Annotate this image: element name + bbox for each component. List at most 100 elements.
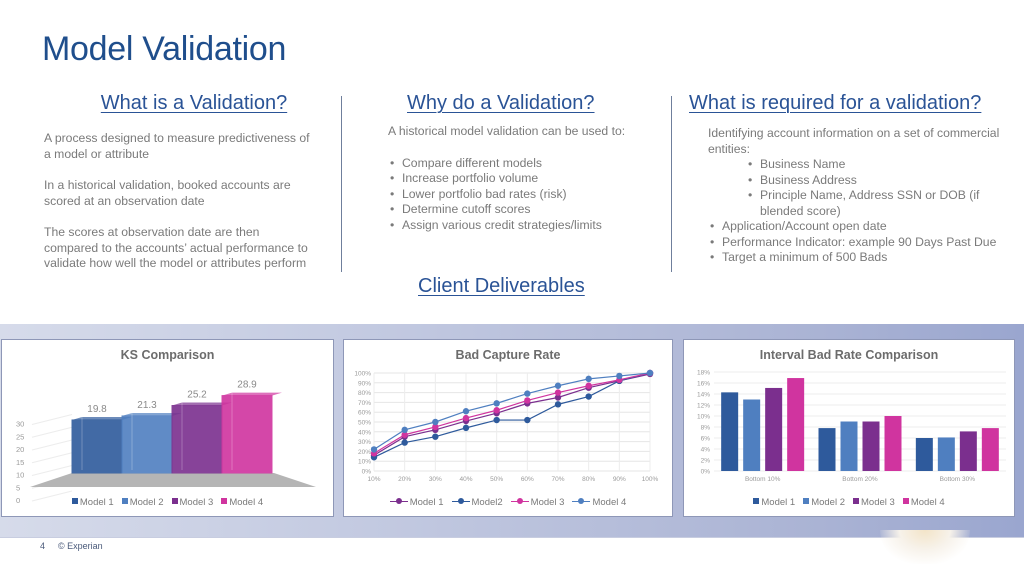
column-divider	[341, 96, 342, 272]
legend-line-marker-icon	[451, 498, 470, 504]
svg-text:70%: 70%	[358, 400, 371, 407]
svg-text:60%: 60%	[358, 410, 371, 417]
svg-text:60%: 60%	[521, 476, 534, 483]
requirements-section: What is required for a validation? Ident…	[689, 92, 1009, 266]
legend-item: Model 3	[510, 497, 564, 508]
bullet-item: Application/Account open date	[708, 219, 998, 235]
svg-text:40%: 40%	[358, 429, 371, 436]
svg-text:0%: 0%	[362, 469, 372, 476]
section-heading: Why do a Validation?	[407, 92, 595, 114]
bullet-item: Assign various credit strategies/limits	[388, 218, 658, 234]
svg-text:16%: 16%	[697, 381, 710, 388]
sub-bullet-list: Business Name Business Address Principle…	[746, 157, 986, 219]
svg-text:20%: 20%	[398, 476, 411, 483]
svg-text:90%: 90%	[358, 380, 371, 387]
legend-swatch-icon	[902, 498, 909, 504]
bullet-item: Business Address	[746, 173, 986, 189]
legend-item: Model 4	[221, 497, 263, 508]
paragraph: In a historical validation, booked accou…	[44, 178, 291, 208]
svg-text:28.9: 28.9	[237, 380, 257, 391]
ks-plot-area: 0 5 10 15 20 25 30 19.8 21.3 25.2 28.9	[16, 380, 316, 505]
legend-item: Model 2	[803, 497, 845, 508]
svg-text:10%: 10%	[358, 459, 371, 466]
bullet-item: Determine cutoff scores	[388, 202, 658, 218]
client-deliverables-heading: Client Deliverables	[418, 275, 585, 297]
legend-item: Model 4	[572, 497, 626, 508]
legend-item: Model 1	[71, 497, 114, 508]
legend-item: Model 1	[389, 497, 444, 508]
page-number: 4	[40, 541, 46, 551]
legend-swatch-icon	[853, 498, 859, 504]
svg-text:2%: 2%	[701, 458, 711, 465]
legend-line-marker-icon	[389, 498, 408, 504]
svg-text:12%: 12%	[697, 403, 710, 410]
bullet-list: Application/Account open date Performanc…	[708, 219, 998, 266]
svg-text:5: 5	[16, 483, 20, 492]
svg-text:25.2: 25.2	[187, 390, 207, 401]
svg-text:30: 30	[16, 420, 24, 429]
why-validation-section: Why do a Validation? A historical model …	[388, 92, 658, 233]
chart-legend: Model 1 Model2 Model 3 Model 4	[344, 497, 672, 508]
svg-text:21.3: 21.3	[137, 400, 157, 411]
svg-text:90%: 90%	[613, 476, 626, 483]
paragraph: The scores at observation date are then …	[44, 225, 308, 270]
chart-legend: Model 1 Model 2 Model 3 Model 4	[2, 497, 333, 508]
legend-line-marker-icon	[572, 498, 591, 504]
ibr-plot-area: 0% 2% 4% 6% 8% 10% 12% 14% 16% 18% Bottom 10% Botto…	[697, 370, 1006, 483]
svg-text:8%: 8%	[701, 425, 711, 432]
svg-text:4%: 4%	[701, 447, 711, 454]
what-is-validation-section: What is a Validation? A process designed…	[44, 92, 314, 272]
svg-text:15: 15	[16, 458, 24, 467]
svg-text:Bottom 20%: Bottom 20%	[842, 476, 878, 483]
bullet-item: Target a minimum of 500 Bads	[708, 250, 998, 266]
section-heading: What is required for a validation?	[689, 92, 982, 114]
svg-text:80%: 80%	[358, 390, 371, 397]
legend-item: Model 1	[753, 497, 795, 508]
column-divider	[671, 96, 672, 272]
legend-swatch-icon	[121, 498, 128, 504]
legend-item: Model 2	[121, 497, 164, 508]
svg-text:Bottom 10%: Bottom 10%	[745, 476, 781, 483]
bcr-plot-area: 0%10%20%30%40%50%60%70%80%90%100%10% 20% 3…	[354, 369, 659, 483]
svg-text:80%: 80%	[582, 476, 595, 483]
footer-divider	[0, 537, 1024, 538]
svg-text:20%: 20%	[358, 449, 371, 456]
svg-text:14%: 14%	[697, 392, 710, 399]
svg-text:19.8: 19.8	[87, 404, 107, 415]
legend-item: Model2	[451, 497, 503, 508]
svg-text:18%: 18%	[697, 370, 710, 377]
experian-logo-glow	[880, 530, 970, 564]
svg-text:10: 10	[16, 471, 24, 480]
chart-title: KS Comparison	[120, 348, 215, 362]
bullet-item: Principle Name, Address SSN or DOB (if b…	[746, 188, 986, 219]
svg-text:50%: 50%	[490, 476, 503, 483]
svg-text:50%: 50%	[358, 420, 371, 427]
legend-item: Model 3	[853, 497, 895, 508]
legend-item: Model 4	[902, 497, 945, 508]
svg-text:0%: 0%	[701, 469, 711, 476]
legend-swatch-icon	[71, 498, 78, 504]
bullet-item: Increase portfolio volume	[388, 171, 658, 187]
section-heading: What is a Validation?	[100, 92, 288, 114]
svg-text:30%: 30%	[429, 476, 442, 483]
svg-text:10%: 10%	[697, 414, 710, 421]
bullet-item: Performance Indicator: example 90 Days P…	[708, 235, 998, 251]
chart-title: Interval Bad Rate Comparison	[759, 348, 939, 362]
bullet-list: Compare different models Increase portfo…	[388, 156, 658, 234]
legend-swatch-icon	[753, 498, 760, 504]
bullet-item: Lower portfolio bad rates (risk)	[388, 187, 658, 203]
chart-legend: Model 1 Model 2 Model 3 Model 4	[684, 497, 1014, 508]
intro-text: Identifying account information on a set…	[708, 126, 1000, 156]
intro-text: A historical model validation can be use…	[388, 124, 626, 138]
svg-text:100%: 100%	[642, 476, 659, 483]
ks-comparison-chart: KS Comparison 0 5 10 15 20 25 30 19.8 21.3 25.2 28…	[1, 339, 334, 517]
bad-capture-rate-chart: Bad Capture Rate 0% 10% 20% 30% 40% 50% 60% 70%…	[343, 339, 673, 517]
svg-text:40%: 40%	[459, 476, 472, 483]
svg-text:10%: 10%	[367, 476, 380, 483]
paragraph: A process designed to measure predictive…	[44, 131, 310, 161]
svg-text:70%: 70%	[551, 476, 564, 483]
slide-title: Model Validation	[42, 30, 287, 68]
bullet-item: Compare different models	[388, 156, 658, 172]
copyright-text: © Experian	[58, 541, 103, 551]
legend-swatch-icon	[221, 498, 228, 504]
